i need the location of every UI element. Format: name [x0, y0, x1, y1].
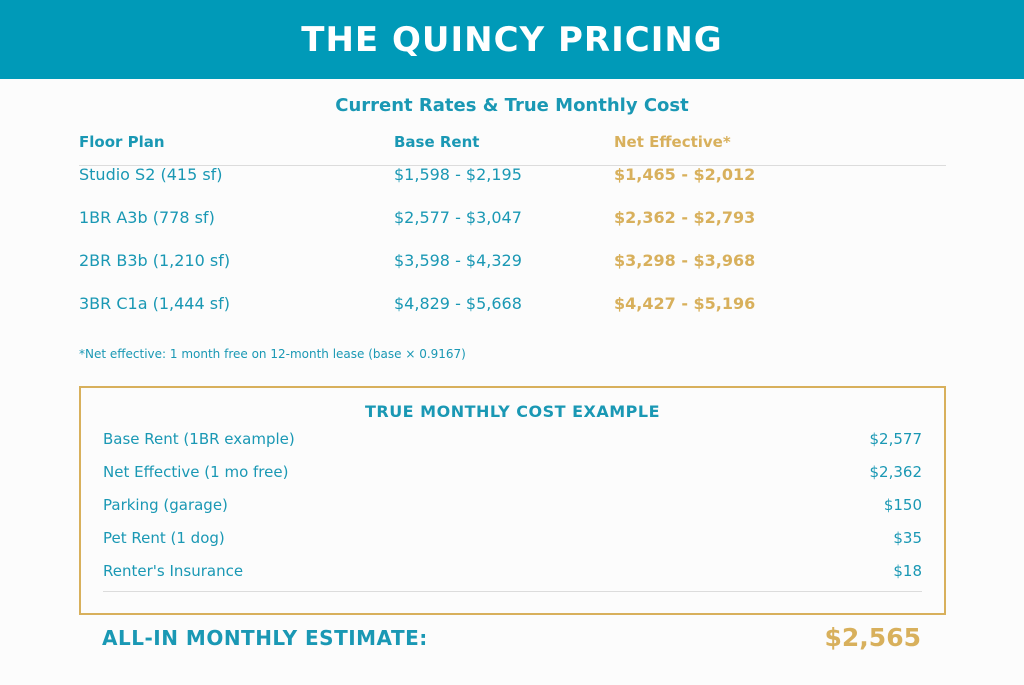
cost-line-label: Parking (garage) — [103, 496, 228, 514]
cost-line-item: Renter's Insurance $18 — [103, 562, 922, 584]
cost-line-value: $2,577 — [869, 430, 923, 448]
floor-plan-cell: Studio S2 (415 sf) — [79, 165, 223, 184]
cost-line-label: Renter's Insurance — [103, 562, 244, 580]
total-estimate-label: ALL-IN MONTHLY ESTIMATE: — [102, 626, 428, 650]
cost-line-value: $150 — [883, 496, 922, 514]
net-effective-cell: $4,427 - $5,196 — [614, 294, 756, 313]
table-row: 1BR A3b (778 sf) $2,577 - $3,047 $2,362 … — [0, 208, 1024, 232]
cost-line-item: Net Effective (1 mo free) $2,362 — [103, 463, 922, 485]
base-rent-cell: $2,577 - $3,047 — [394, 208, 522, 227]
total-estimate-value: $2,565 — [824, 623, 921, 652]
column-header-net-effective: Net Effective* — [614, 133, 731, 151]
base-rent-cell: $4,829 - $5,668 — [394, 294, 522, 313]
cost-line-item: Parking (garage) $150 — [103, 496, 922, 518]
net-effective-cell: $2,362 - $2,793 — [614, 208, 756, 227]
net-effective-cell: $1,465 - $2,012 — [614, 165, 756, 184]
cost-line-label: Pet Rent (1 dog) — [103, 529, 225, 547]
cost-line-item: Pet Rent (1 dog) $35 — [103, 529, 922, 551]
floor-plan-cell: 3BR C1a (1,444 sf) — [79, 294, 230, 313]
cost-line-label: Base Rent (1BR example) — [103, 430, 295, 448]
table-row: 3BR C1a (1,444 sf) $4,829 - $5,668 $4,42… — [0, 294, 1024, 318]
cost-example-box: TRUE MONTHLY COST EXAMPLE Base Rent (1BR… — [79, 386, 946, 615]
page-header: THE QUINCY PRICING — [0, 0, 1024, 79]
cost-line-value: $35 — [893, 529, 922, 547]
net-effective-footnote: *Net effective: 1 month free on 12-month… — [79, 347, 466, 361]
cost-line-value: $18 — [893, 562, 922, 580]
net-effective-cell: $3,298 - $3,968 — [614, 251, 756, 270]
cost-example-divider — [103, 591, 922, 592]
page-title: THE QUINCY PRICING — [301, 19, 723, 60]
table-row: 2BR B3b (1,210 sf) $3,598 - $4,329 $3,29… — [0, 251, 1024, 275]
floor-plan-cell: 2BR B3b (1,210 sf) — [79, 251, 231, 270]
column-header-base-rent: Base Rent — [394, 133, 480, 151]
floor-plan-cell: 1BR A3b (778 sf) — [79, 208, 215, 227]
cost-line-label: Net Effective (1 mo free) — [103, 463, 289, 481]
header-divider — [79, 165, 946, 166]
rates-section-title: Current Rates & True Monthly Cost — [335, 95, 689, 116]
cost-line-value: $2,362 — [869, 463, 923, 481]
column-header-floor-plan: Floor Plan — [79, 133, 165, 151]
table-row: Studio S2 (415 sf) $1,598 - $2,195 $1,46… — [0, 165, 1024, 189]
cost-example-title: TRUE MONTHLY COST EXAMPLE — [364, 402, 661, 421]
base-rent-cell: $3,598 - $4,329 — [394, 251, 522, 270]
cost-line-item: Base Rent (1BR example) $2,577 — [103, 430, 922, 452]
base-rent-cell: $1,598 - $2,195 — [394, 165, 522, 184]
